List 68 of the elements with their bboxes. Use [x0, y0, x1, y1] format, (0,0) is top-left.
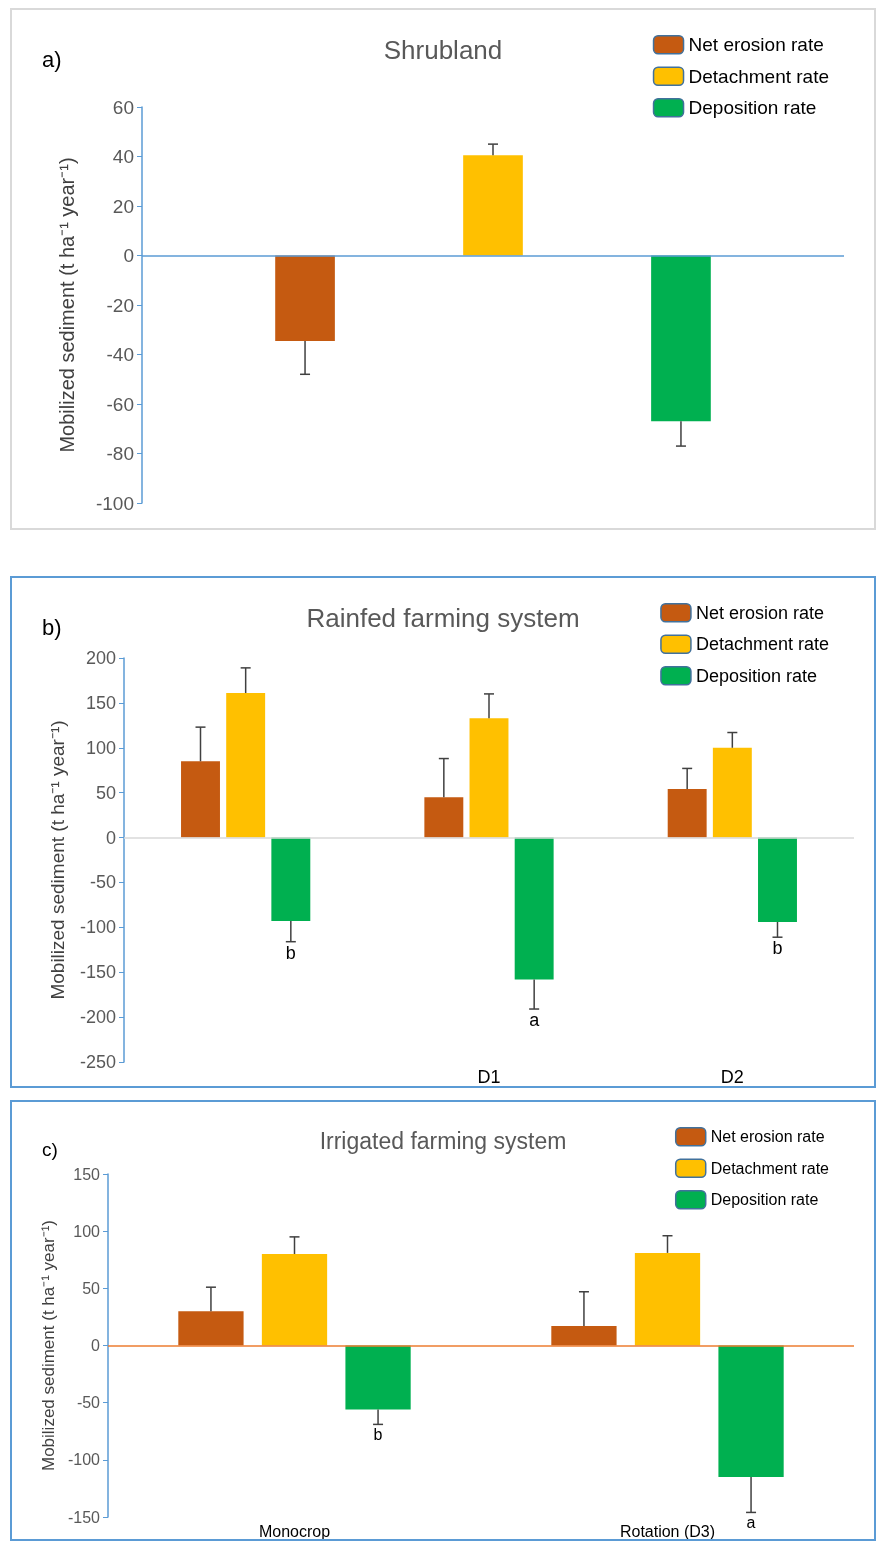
- bar: [226, 693, 266, 838]
- legend-label: Deposition rate: [695, 665, 818, 686]
- y-tick-label: -80: [106, 443, 134, 464]
- annotation: b: [373, 1425, 383, 1443]
- bar: [178, 1311, 244, 1346]
- bar: [271, 837, 311, 922]
- legend-label: Deposition rate: [710, 1191, 819, 1209]
- y-tick-label: -250: [79, 1052, 116, 1072]
- y-tick-label: 40: [112, 146, 134, 167]
- annotation: a: [529, 1010, 541, 1031]
- legend-label: Deposition rate: [688, 97, 817, 119]
- y-tick-label: 100: [73, 1222, 101, 1240]
- legend-label: Net erosion rate: [695, 602, 825, 623]
- y-tick-label: 60: [112, 96, 134, 118]
- y-tick-label: -20: [106, 294, 134, 316]
- x-tick-label: Rotation (D3): [619, 1522, 716, 1540]
- bar: [667, 789, 707, 838]
- bar: [469, 718, 509, 838]
- chart-title: Shrubland: [383, 35, 503, 65]
- bar: [514, 837, 554, 980]
- legend-label: Net erosion rate: [710, 1128, 825, 1146]
- y-tick-label: -150: [79, 962, 116, 983]
- x-tick-label: D1: [477, 1067, 501, 1087]
- y-tick-label: -100: [95, 492, 134, 514]
- y-tick-label: 0: [123, 245, 134, 266]
- annotation: b: [285, 942, 296, 963]
- bar: [634, 1252, 701, 1346]
- y-tick-label: 50: [82, 1279, 101, 1297]
- bar: [345, 1345, 411, 1410]
- y-tick-label: 20: [112, 195, 134, 217]
- y-tick-label: -150: [67, 1508, 101, 1526]
- legend-label: Net erosion rate: [688, 34, 824, 56]
- bar: [718, 1345, 784, 1477]
- bar: [551, 1326, 617, 1346]
- bar: [261, 1254, 328, 1346]
- annotation: b: [772, 938, 783, 959]
- annotation: a: [746, 1513, 756, 1531]
- y-tick-label: -50: [76, 1394, 101, 1412]
- y-tick-label: 200: [85, 648, 116, 668]
- bar: [424, 797, 464, 838]
- text: b): [42, 614, 62, 640]
- text: c): [42, 1139, 58, 1160]
- y-tick-label: -50: [89, 872, 116, 893]
- y-tick-label: 150: [73, 1165, 101, 1183]
- y-tick-label: -100: [79, 917, 116, 938]
- y-axis-title: Mobilized sediment (t ha⁻¹ year⁻¹): [47, 720, 68, 1000]
- y-tick-label: 150: [85, 692, 116, 713]
- legend-label: Detachment rate: [710, 1159, 830, 1177]
- chart-title: Rainfed farming system: [306, 603, 580, 633]
- x-tick-label: D2: [720, 1067, 744, 1087]
- y-tick-label: -200: [79, 1007, 116, 1028]
- bar: [758, 837, 797, 922]
- text: a): [42, 46, 62, 72]
- y-axis-title: Mobilized sediment (t ha⁻¹ year⁻¹): [56, 157, 78, 453]
- legend-label: Detachment rate: [688, 65, 830, 87]
- x-tick-label: Monocrop: [258, 1522, 331, 1540]
- bar: [181, 761, 220, 838]
- y-tick-label: 0: [105, 827, 116, 848]
- chart-title: Irrigated farming system: [319, 1127, 567, 1154]
- bar: [712, 747, 752, 838]
- y-tick-label: 0: [91, 1337, 101, 1354]
- y-tick-label: -40: [106, 344, 134, 365]
- y-tick-label: -100: [67, 1451, 101, 1469]
- y-tick-label: -60: [106, 393, 134, 415]
- y-tick-label: 100: [85, 737, 116, 758]
- y-tick-label: 50: [95, 782, 116, 803]
- legend-label: Detachment rate: [695, 634, 830, 655]
- y-axis-title: Mobilized sediment (t ha⁻¹ year⁻¹): [39, 1219, 59, 1472]
